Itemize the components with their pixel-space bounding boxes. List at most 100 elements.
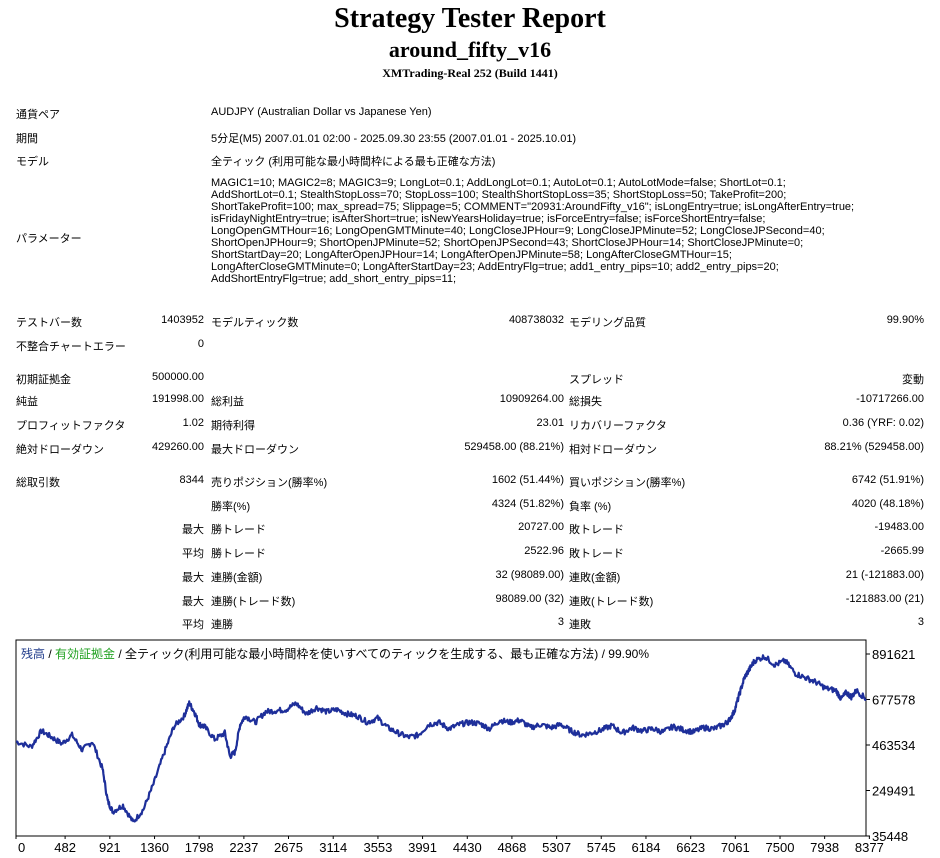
y-tick-label: 891621 — [872, 647, 915, 662]
avg-consec-losses-label: 連敗 — [569, 619, 591, 631]
series-line-balance — [16, 654, 867, 823]
period-label: 期間 — [16, 133, 38, 145]
quality-value: 99.90% — [886, 314, 924, 326]
short-positions-value: 1602 (51.44%) — [491, 474, 564, 486]
params-line: LongAfterCloseGMTMinute=0; LongAfterStar… — [211, 261, 779, 273]
x-tick-label: 3114 — [319, 840, 347, 855]
gross-loss-label: 総損失 — [569, 396, 602, 408]
gross-profit-value: 10909264.00 — [499, 393, 564, 405]
params-text: MAGIC1=10; MAGIC2=8; MAGIC3=9; LongLot=0… — [211, 177, 926, 285]
total-trades-value: 8344 — [179, 474, 204, 486]
gross-loss-value: -10717266.00 — [856, 393, 924, 405]
symbol-label: 通貨ペア — [16, 109, 60, 121]
bars-value: 1403952 — [161, 314, 204, 326]
period-value: 5分足(M5) 2007.01.01 02:00 - 2025.09.30 23… — [211, 133, 577, 145]
spread-label: スプレッド — [569, 374, 624, 386]
max-word: 最大 — [182, 596, 204, 608]
report-title: Strategy Tester Report — [334, 3, 606, 34]
x-tick-label: 3991 — [408, 840, 437, 855]
legend-equity: 有効証拠金 — [55, 647, 116, 661]
params-line: AddShortEntryFlg=true; add_short_entry_p… — [211, 273, 457, 285]
params-line: AddShortLot=0.1; StealthStopLoss=70; Sto… — [211, 189, 787, 201]
avg-loss-label: 敗トレード — [569, 548, 624, 560]
bars-label: テストバー数 — [16, 317, 82, 329]
x-tick-label: 4868 — [497, 840, 526, 855]
params-line: isFridayNightEntry=true; isAfterShort=tr… — [211, 213, 766, 225]
avg-word: 平均 — [182, 548, 204, 560]
legend-description: / 全ティック(利用可能な最小時間枠を使いすべてのティックを生成する、最も正確な… — [115, 647, 649, 661]
avg-win-value: 2522.96 — [524, 545, 564, 557]
avg-word: 平均 — [182, 619, 204, 631]
max-drawdown-value: 529458.00 (88.21%) — [464, 441, 564, 453]
rel-drawdown-label: 相対ドローダウン — [569, 444, 657, 456]
y-tick-label: 463534 — [872, 738, 915, 753]
x-tick-label: 7500 — [766, 840, 795, 855]
net-profit-label: 純益 — [16, 396, 38, 408]
max-word: 最大 — [182, 524, 204, 536]
largest-loss-value: -19483.00 — [874, 521, 924, 533]
deposit-value: 500000.00 — [152, 371, 204, 383]
symbol-value: AUDJPY (Australian Dollar vs Japanese Ye… — [211, 106, 432, 118]
deposit-label: 初期証拠金 — [16, 374, 71, 386]
abs-drawdown-value: 429260.00 — [152, 441, 204, 453]
loss-rate-label: 負率 (%) — [569, 501, 612, 513]
ticks-label: モデルティック数 — [211, 317, 299, 329]
loss-rate-value: 4020 (48.18%) — [851, 498, 924, 510]
params-line: ShortTakeProfit=100; max_spread=75; Slip… — [211, 201, 855, 213]
x-tick-label: 482 — [54, 840, 76, 855]
max-word: 最大 — [182, 572, 204, 584]
legend-balance: 残高 — [21, 647, 46, 661]
gross-profit-label: 総利益 — [211, 396, 244, 408]
mismatch-value: 0 — [197, 338, 204, 350]
x-tick-label: 921 — [99, 840, 121, 855]
max-consec-losses-count-label: 連敗(トレード数) — [569, 596, 654, 608]
model-label: モデル — [16, 156, 49, 168]
x-tick-label: 2237 — [229, 840, 258, 855]
max-consec-losses-amount-label: 連敗(金額) — [569, 572, 621, 584]
profit-factor-label: プロフィットファクタ — [16, 420, 126, 432]
long-positions-value: 6742 (51.91%) — [851, 474, 924, 486]
max-consec-wins-count-label: 連勝(トレード数) — [211, 596, 296, 608]
balance-chart: 891621 677578 463534 249491 35448 0 482 921 1360… — [14, 638, 936, 856]
total-trades-label: 総取引数 — [16, 477, 60, 489]
params-line: ShortOpenJPHour=9; ShortOpenJPMinute=52;… — [211, 237, 804, 249]
x-tick-label: 1360 — [140, 840, 169, 855]
short-positions-label: 売りポジション(勝率%) — [211, 477, 328, 489]
avg-consec-wins-label: 連勝 — [211, 619, 233, 631]
expected-payoff-label: 期待利得 — [211, 420, 255, 432]
params-line: MAGIC1=10; MAGIC2=8; MAGIC3=9; LongLot=0… — [211, 177, 786, 189]
legend-separator: / — [45, 647, 56, 661]
x-tick-label: 0 — [18, 840, 25, 855]
x-tick-label: 4430 — [453, 840, 482, 855]
quality-label: モデリング品質 — [569, 317, 646, 329]
avg-consec-losses-value: 3 — [917, 616, 924, 628]
win-rate-label: 勝率(%) — [211, 501, 251, 513]
x-tick-label: 6623 — [676, 840, 705, 855]
max-consec-wins-amount-label: 連勝(金額) — [211, 572, 263, 584]
x-tick-label: 5745 — [587, 840, 616, 855]
x-tick-label: 8377 — [855, 840, 884, 855]
max-drawdown-label: 最大ドローダウン — [211, 444, 299, 456]
x-tick-label: 2675 — [274, 840, 303, 855]
win-rate-value: 4324 (51.82%) — [491, 498, 564, 510]
max-consec-losses-count-value: -121883.00 (21) — [845, 593, 924, 605]
profit-factor-value: 1.02 — [182, 417, 204, 429]
chart-legend: 残高 / 有効証拠金 / 全ティック(利用可能な最小時間枠を使いすべてのティック… — [21, 645, 649, 662]
x-tick-label: 3553 — [363, 840, 392, 855]
x-tick-label: 1798 — [185, 840, 214, 855]
x-tick-label: 6184 — [632, 840, 661, 855]
net-profit-value: 191998.00 — [152, 393, 204, 405]
abs-drawdown-label: 絶対ドローダウン — [16, 444, 104, 456]
expected-payoff-value: 23.01 — [536, 417, 564, 429]
mismatch-label: 不整合チャートエラー — [16, 341, 126, 353]
recovery-factor-label: リカバリーファクタ — [569, 420, 667, 432]
rel-drawdown-value: 88.21% (529458.00) — [824, 441, 924, 453]
params-label: パラメーター — [16, 233, 82, 245]
largest-win-value: 20727.00 — [518, 521, 564, 533]
max-consec-wins-count-value: 98089.00 (32) — [495, 593, 565, 605]
max-consec-wins-amount-value: 32 (98089.00) — [495, 569, 565, 581]
ea-name: around_fifty_v16 — [388, 37, 552, 62]
params-line: ShortStartDay=20; LongAfterOpenJPHour=14… — [211, 249, 732, 261]
server-build: XMTrading-Real 252 (Build 1441) — [382, 66, 558, 80]
avg-win-label: 勝トレード — [211, 548, 266, 560]
